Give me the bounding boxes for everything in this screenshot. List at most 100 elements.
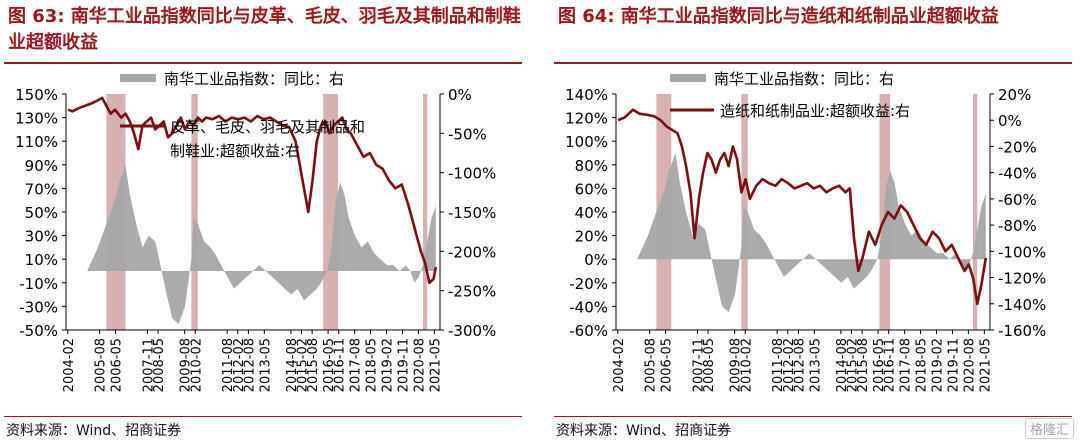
x-tick-label: 2010-02 <box>189 338 204 392</box>
highlight-band <box>973 94 978 330</box>
legend-label-area: 南华工业品指数：同比：右 <box>164 70 344 88</box>
right-tick-label: -100% <box>998 243 1046 261</box>
left-tick-label: 60% <box>575 180 608 198</box>
left-tick-label: 40% <box>575 204 608 222</box>
x-tick-label: 2005-08 <box>94 338 109 392</box>
left-tick-label: 130% <box>15 110 58 128</box>
x-tick-label: 2004-02 <box>62 338 77 392</box>
right-tick-label: 0% <box>998 112 1022 130</box>
x-tick-label: 2012-08 <box>792 338 807 392</box>
x-tick-label: 2012-02 <box>782 338 797 392</box>
series-area-nanhua <box>618 153 986 313</box>
legend-swatch-area <box>670 74 706 82</box>
left-tick-label: 0% <box>584 251 608 269</box>
right-tick-label: -300% <box>448 322 496 340</box>
x-tick-label: 2015-02 <box>296 338 311 392</box>
x-tick-label: 2021-05 <box>428 338 443 392</box>
source-rule <box>4 416 522 417</box>
x-tick-label: 2020-08 <box>962 338 977 392</box>
right-tick-label: -150% <box>448 204 496 222</box>
right-tick-label: -140% <box>998 296 1046 314</box>
chart-plot-left: 150% 130% 110% 90% 70% 50% 30% 10% -10% -30% -50% 0… <box>15 70 496 392</box>
highlight-band <box>423 94 428 330</box>
left-tick-label: -10% <box>19 275 58 293</box>
x-tick-label: 2010-02 <box>739 338 754 392</box>
x-tick-label: 2014-08 <box>835 338 850 392</box>
x-tick-label: 2016-05 <box>322 338 337 392</box>
series-line-excess-return <box>617 108 988 306</box>
left-tick-label: 70% <box>25 180 58 198</box>
x-tick-label: 2021-05 <box>978 338 993 392</box>
x-tick-label: 2019-11 <box>396 338 411 392</box>
x-tick-label: 2004-02 <box>612 338 627 392</box>
x-tick-label: 2019-11 <box>946 338 961 392</box>
left-tick-label: -50% <box>19 322 58 340</box>
right-tick-label: -50% <box>448 125 487 143</box>
left-tick-label: 100% <box>565 133 608 151</box>
left-tick-label: 110% <box>15 133 58 151</box>
x-tick-label: 2012-02 <box>232 338 247 392</box>
x-tick-label: 2011-08 <box>771 338 786 392</box>
x-tick-label: 2015-08 <box>306 338 321 392</box>
x-tick-label: 2016-05 <box>872 338 887 392</box>
x-tick-label: 2012-08 <box>242 338 257 392</box>
chart-plot-right: 140%120%100%80%60%40%20%0%-20%-40%-60%20… <box>565 70 1046 392</box>
left-tick-label: 50% <box>25 204 58 222</box>
legend-label-line: 造纸和纸制品业:超额收益:右 <box>720 102 910 120</box>
legend-label-line: 皮革、毛皮、羽毛及其制品和 <box>170 118 365 136</box>
x-tick-label: 2019-02 <box>931 338 946 392</box>
source-rule <box>554 416 1072 417</box>
right-tick-label: -40% <box>998 165 1037 183</box>
right-tick-label: 20% <box>998 86 1031 104</box>
left-tick-label: 90% <box>25 157 58 175</box>
right-tick-label: -120% <box>998 270 1046 288</box>
x-tick-label: 2007-11 <box>691 338 706 392</box>
x-tick-label: 2020-08 <box>412 338 427 392</box>
x-tick-label: 2014-08 <box>285 338 300 392</box>
x-tick-label: 2008-05 <box>152 338 167 392</box>
x-tick-label: 2009-08 <box>179 338 194 392</box>
x-tick-label: 2011-08 <box>221 338 236 392</box>
left-tick-label: 30% <box>25 228 58 246</box>
left-tick-label: 120% <box>565 110 608 128</box>
chart-panel-left: 图 63: 南华工业品指数同比与皮革、毛皮、羽毛及其制品和制鞋业超额收益 150… <box>0 0 530 443</box>
chart-title: 图 64: 南华工业品指数同比与造纸和纸制品业超额收益 <box>558 6 999 27</box>
x-tick-label: 2006-05 <box>110 338 125 392</box>
title-rule <box>554 62 1072 64</box>
x-tick-label: 2013-05 <box>808 338 823 392</box>
legend: 南华工业品指数：同比：右皮革、毛皮、羽毛及其制品和制鞋业:超额收益:右 <box>120 70 365 160</box>
left-tick-label: -40% <box>569 298 608 316</box>
right-tick-label: -160% <box>998 322 1046 340</box>
x-tick-label: 2016-11 <box>883 338 898 392</box>
x-tick-label: 2015-08 <box>856 338 871 392</box>
x-tick-label: 2016-11 <box>333 338 348 392</box>
x-tick-label: 2015-02 <box>846 338 861 392</box>
watermark-logo: 格隆汇 <box>1024 418 1074 439</box>
x-tick-label: 2005-08 <box>644 338 659 392</box>
x-tick-label: 2017-08 <box>349 338 364 392</box>
x-tick-label: 2018-05 <box>365 338 380 392</box>
right-tick-label: 0% <box>448 86 472 104</box>
right-tick-label: -80% <box>998 217 1037 235</box>
legend-swatch-area <box>120 74 156 82</box>
right-tick-label: -60% <box>998 191 1037 209</box>
left-tick-label: -30% <box>19 298 58 316</box>
right-tick-label: -250% <box>448 283 496 301</box>
x-tick-label: 2007-11 <box>141 338 156 392</box>
series-area-nanhua <box>68 164 436 325</box>
right-tick-label: -20% <box>998 138 1037 156</box>
legend-label-area: 南华工业品指数：同比：右 <box>714 70 894 88</box>
right-tick-label: -100% <box>448 165 496 183</box>
x-tick-label: 2006-05 <box>660 338 675 392</box>
x-tick-label: 2008-05 <box>702 338 717 392</box>
x-tick-label: 2019-02 <box>381 338 396 392</box>
left-tick-label: -60% <box>569 322 608 340</box>
chart-panel-right: 图 64: 南华工业品指数同比与造纸和纸制品业超额收益 140% 120% 100%… <box>550 0 1080 443</box>
left-tick-label: 140% <box>565 86 608 104</box>
left-tick-label: 150% <box>15 86 58 104</box>
x-tick-label: 2018-05 <box>915 338 930 392</box>
source-note: 资料来源：Wind、招商证券 <box>556 423 732 439</box>
left-tick-label: -20% <box>569 275 608 293</box>
source-note: 资料来源：Wind、招商证券 <box>6 423 182 439</box>
